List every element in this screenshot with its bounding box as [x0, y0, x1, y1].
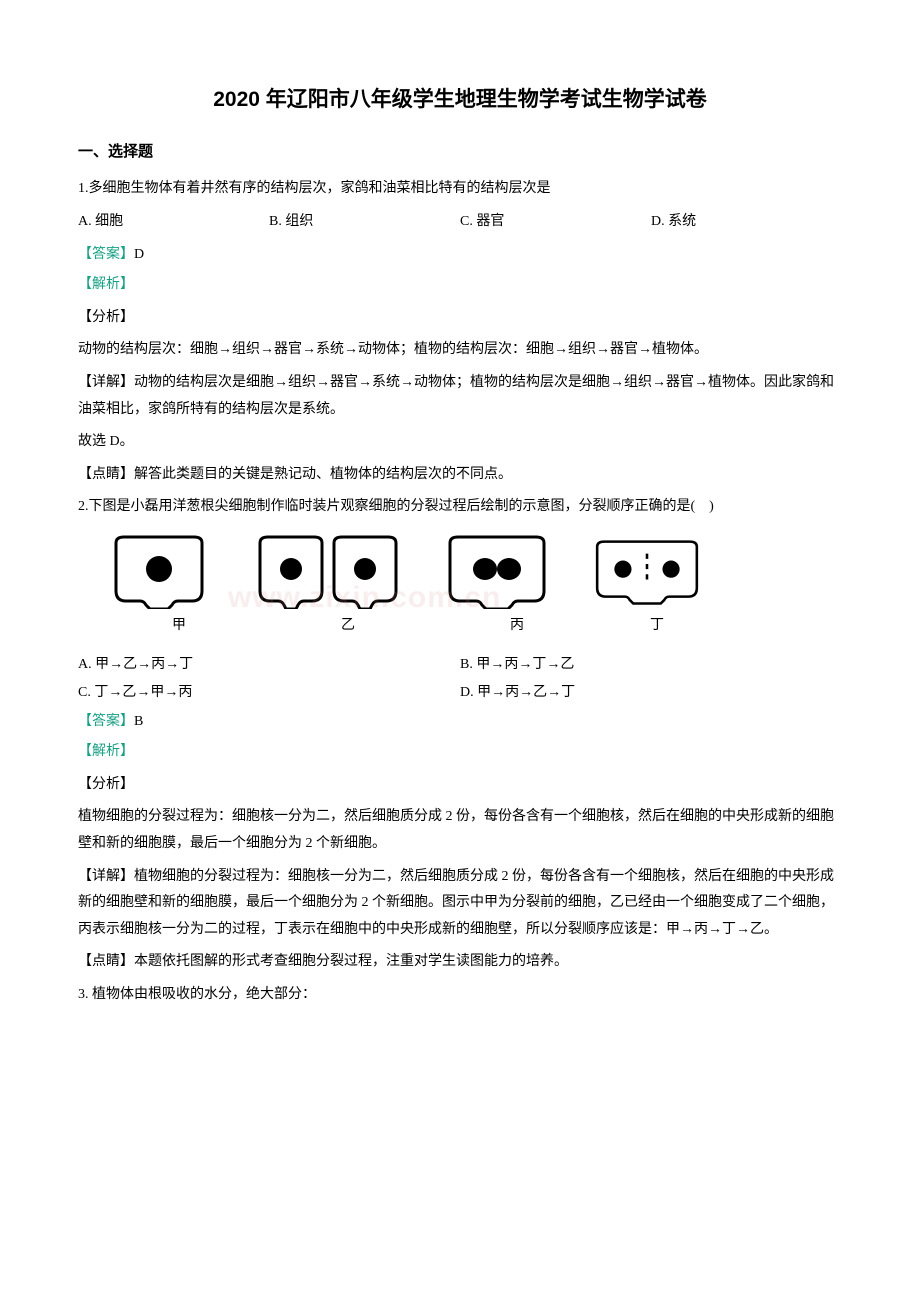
fig-label-ding: 丁	[592, 613, 722, 640]
answer-label: 【答案】	[78, 247, 134, 262]
q3-stem: 3. 植物体由根吸收的水分，绝大部分：	[78, 982, 842, 1009]
cell-ding-icon	[592, 531, 702, 609]
page-title: 2020 年辽阳市八年级学生地理生物学考试生物学试卷	[78, 80, 842, 120]
cell-jia-icon	[104, 531, 214, 609]
q1-dianjing: 【点睛】解答此类题目的关键是熟记动、植物体的结构层次的不同点。	[78, 462, 842, 489]
q2-options: A. 甲→乙→丙→丁 B. 甲→丙→丁→乙 C. 丁→乙→甲→丙 D. 甲→丙→…	[78, 652, 842, 709]
fig-label-yi: 乙	[254, 613, 442, 640]
q1-opt-b: B. 组织	[269, 209, 460, 236]
q1-fenxi: 【分析】	[78, 305, 842, 332]
q1-stem: 1.多细胞生物体有着井然有序的结构层次，家鸽和油菜相比特有的结构层次是	[78, 176, 842, 203]
q2-detail: 【详解】植物细胞的分裂过程为：细胞核一分为二，然后细胞质分成 2 份，每份各含有…	[78, 864, 842, 944]
fig-label-bing: 丙	[442, 613, 592, 640]
answer-value: B	[134, 714, 143, 729]
q1-fenxi-body: 动物的结构层次：细胞→组织→器官→系统→动物体；植物的结构层次：细胞→组织→器官…	[78, 337, 842, 364]
cell-bing-icon	[442, 531, 552, 609]
q2-figure-labels: 甲 乙 丙 丁	[104, 613, 842, 640]
q2-opt-b: B. 甲→丙→丁→乙	[460, 652, 842, 679]
q2-stem: 2.下图是小磊用洋葱根尖细胞制作临时装片观察细胞的分裂过程后绘制的示意图，分裂顺…	[78, 494, 842, 521]
answer-value: D	[134, 247, 144, 262]
q1-options: A. 细胞 B. 组织 C. 器官 D. 系统	[78, 209, 842, 236]
q2-opt-d: D. 甲→丙→乙→丁	[460, 680, 842, 707]
q2-jiexi: 【解析】	[78, 739, 842, 766]
cell-yi-icon	[254, 531, 402, 609]
q2-answer: 【答案】B	[78, 709, 842, 736]
section-heading: 一、选择题	[78, 138, 842, 167]
q2-opt-c: C. 丁→乙→甲→丙	[78, 680, 460, 707]
q2-dianjing: 【点睛】本题依托图解的形式考查细胞分裂过程，注重对学生读图能力的培养。	[78, 949, 842, 976]
q1-detail: 【详解】动物的结构层次是细胞→组织→器官→系统→动物体；植物的结构层次是细胞→组…	[78, 370, 842, 423]
q2-opt-a: A. 甲→乙→丙→丁	[78, 652, 460, 679]
q1-answer: 【答案】D	[78, 242, 842, 269]
q1-jiexi: 【解析】	[78, 272, 842, 299]
fig-label-jia: 甲	[104, 613, 254, 640]
q2-figure	[104, 531, 842, 609]
q2-fenxi: 【分析】	[78, 772, 842, 799]
answer-label: 【答案】	[78, 714, 134, 729]
q2-fenxi-body: 植物细胞的分裂过程为：细胞核一分为二，然后细胞质分成 2 份，每份各含有一个细胞…	[78, 804, 842, 857]
q1-opt-d: D. 系统	[651, 209, 842, 236]
q1-opt-c: C. 器官	[460, 209, 651, 236]
q1-guxuan: 故选 D。	[78, 429, 842, 456]
q1-opt-a: A. 细胞	[78, 209, 269, 236]
